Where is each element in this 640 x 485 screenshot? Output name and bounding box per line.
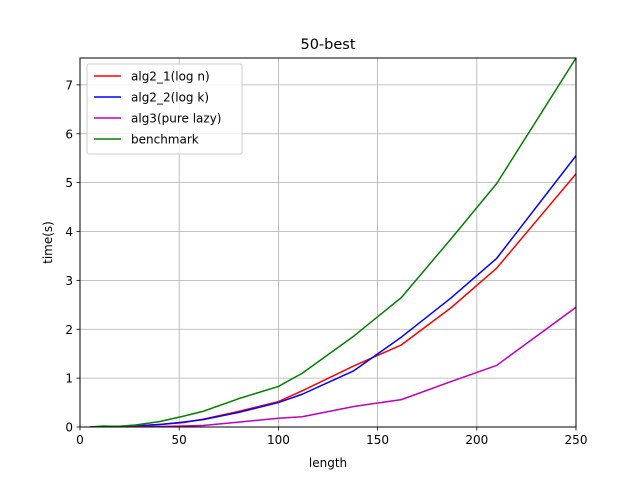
y-tick-label: 0 <box>65 421 73 435</box>
y-tick-label: 6 <box>65 127 73 141</box>
x-tick-label: 50 <box>172 433 187 447</box>
x-tick-label: 200 <box>465 433 488 447</box>
y-tick-label: 7 <box>65 78 73 92</box>
legend-label: benchmark <box>131 133 199 147</box>
y-tick-label: 4 <box>65 225 73 239</box>
grid <box>79 58 577 428</box>
axis-ticks: 0 50 100 150 200 250 0 1 2 3 4 5 6 7 <box>65 78 587 447</box>
plot-frame <box>79 57 577 428</box>
legend-label: alg2_1(log n) <box>131 70 210 84</box>
legend: alg2_1(log n) alg2_2(log k) alg3(pure lazy… <box>86 63 243 155</box>
legend-label: alg3(pure lazy) <box>131 112 221 126</box>
x-tick-label: 0 <box>76 433 84 447</box>
x-tick-label: 250 <box>565 433 588 447</box>
y-tick-label: 2 <box>65 323 73 337</box>
y-tick-label: 5 <box>65 176 73 190</box>
series-line-4 <box>89 58 576 427</box>
x-tick-label: 150 <box>366 433 389 447</box>
y-tick-label: 3 <box>65 274 73 288</box>
x-tick-label: 100 <box>267 433 290 447</box>
series-lines <box>89 58 576 427</box>
y-tick-label: 1 <box>65 372 73 386</box>
chart-title: 50-best <box>300 37 355 53</box>
y-axis-label: time(s) <box>41 221 55 264</box>
legend-box <box>86 63 243 155</box>
legend-label: alg2_2(log k) <box>131 91 209 105</box>
x-axis-label: length <box>309 456 347 470</box>
